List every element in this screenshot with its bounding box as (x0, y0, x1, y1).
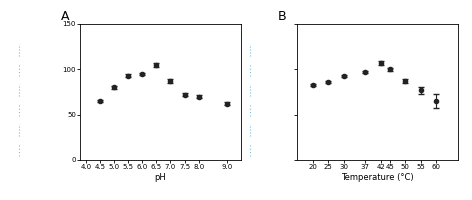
X-axis label: pH: pH (155, 173, 167, 182)
X-axis label: Temperature (°C): Temperature (°C) (341, 173, 414, 182)
Text: A: A (61, 10, 69, 23)
Text: B: B (278, 10, 287, 23)
